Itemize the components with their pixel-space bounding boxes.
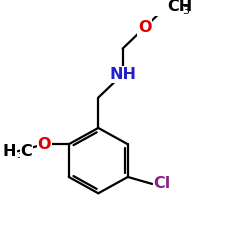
- Text: 3: 3: [182, 6, 189, 16]
- Text: C: C: [20, 144, 32, 159]
- Text: O: O: [138, 20, 151, 35]
- Text: Cl: Cl: [154, 176, 171, 192]
- Text: CH: CH: [168, 0, 193, 14]
- Text: 3: 3: [16, 150, 24, 160]
- Text: NH: NH: [109, 67, 136, 82]
- Text: H: H: [3, 144, 16, 159]
- Text: O: O: [38, 137, 51, 152]
